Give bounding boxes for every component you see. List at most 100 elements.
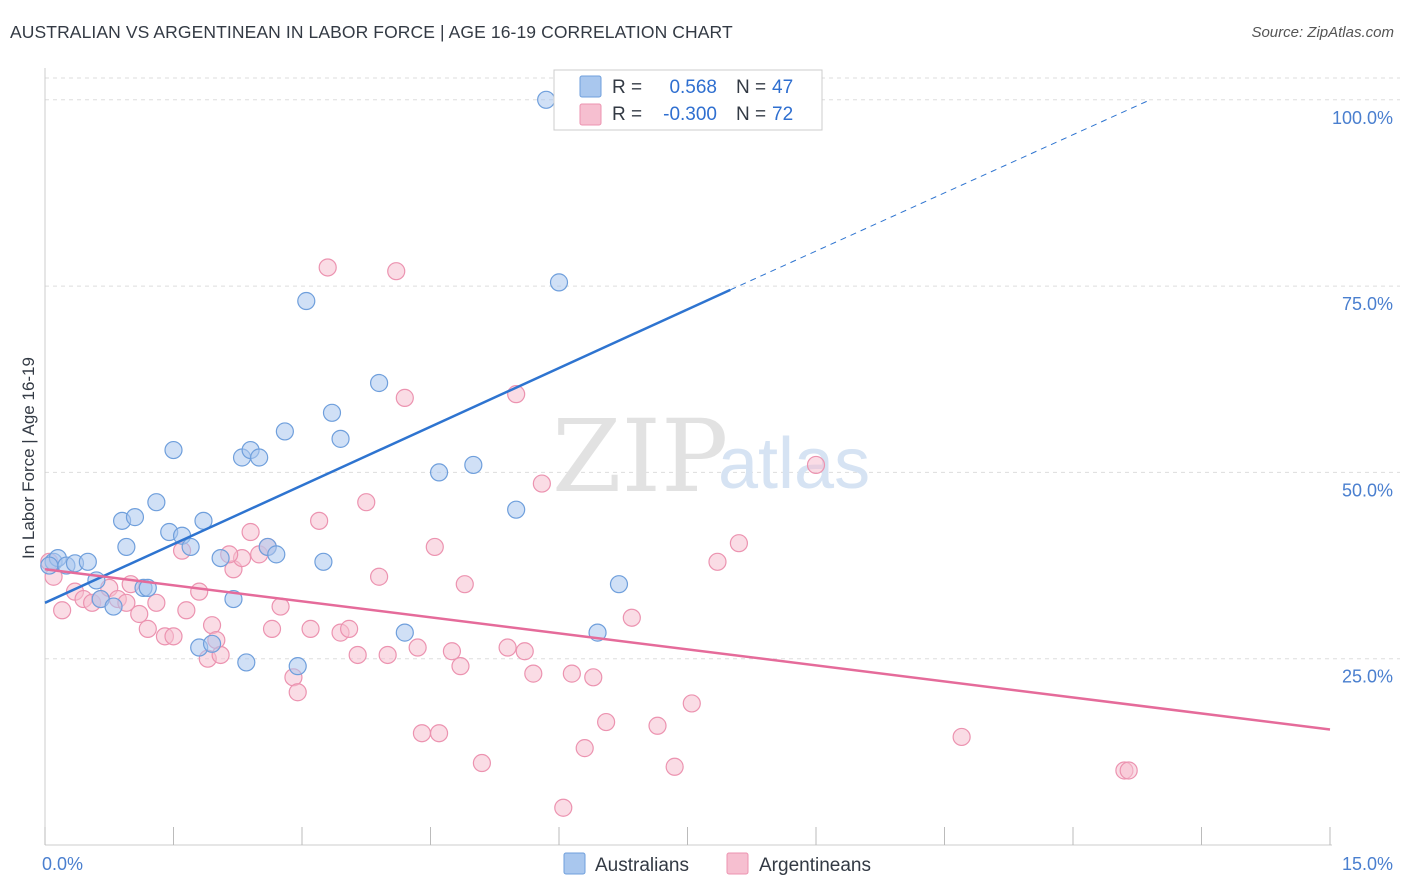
bottom-legend-swatch-argentineans <box>726 852 749 875</box>
argentineans-point-1 <box>53 601 72 620</box>
australians-points <box>40 90 697 676</box>
argentineans-point-40 <box>395 388 414 407</box>
australians-point-40 <box>549 273 569 292</box>
argentineans-point-13 <box>164 627 183 646</box>
argentineans-point-53 <box>532 474 551 493</box>
y-tick-label-1: 50.0% <box>1342 480 1393 500</box>
argentineans-point-61 <box>665 757 684 776</box>
y-axis-label: In Labor Force | Age 16-19 <box>19 357 38 559</box>
australians-point-26 <box>250 448 269 467</box>
australians-point-10 <box>125 508 145 527</box>
australians-point-31 <box>297 291 316 311</box>
australians-point-36 <box>395 623 414 642</box>
argentineans-point-48 <box>472 753 491 773</box>
argentineans-point-59 <box>622 608 641 627</box>
series-legend: Australians Argentineans <box>563 852 871 876</box>
legend-n-value-argentineans: 72 <box>772 104 793 125</box>
watermark: ZIP atlas <box>552 398 870 515</box>
argentineans-point-63 <box>708 552 727 571</box>
argentineans-point-56 <box>575 739 594 758</box>
argentineans-point-57 <box>584 668 603 687</box>
argentineans-point-58 <box>597 712 616 732</box>
australians-trend-line <box>44 288 731 604</box>
argentineans-point-23 <box>241 522 260 542</box>
x-tick-label-1: 15.0% <box>1342 854 1393 874</box>
chart-source: Source: ZipAtlas.com <box>1251 24 1394 41</box>
legend-n-value-australians: 47 <box>772 77 793 98</box>
argentineans-point-41 <box>408 638 427 657</box>
argentineans-trend-line <box>44 568 1331 731</box>
australians-point-33 <box>322 403 342 422</box>
australians-point-24 <box>237 653 256 672</box>
legend-n-label-australians: N = <box>736 77 766 98</box>
legend-r-value-australians: 0.568 <box>669 77 717 98</box>
argentineans-point-39 <box>387 262 406 281</box>
australians-point-43 <box>537 90 556 109</box>
argentineans-point-38 <box>378 645 397 665</box>
argentineans-point-16 <box>190 582 209 601</box>
australians-point-13 <box>147 493 166 512</box>
australians-point-20 <box>202 634 222 653</box>
argentineans-point-54 <box>554 798 573 817</box>
axes <box>44 68 1332 846</box>
australians-point-38 <box>464 455 483 475</box>
trend-lines <box>44 99 1331 731</box>
y-tick-labels: 25.0% 50.0% 75.0% 100.0% <box>1332 108 1393 687</box>
watermark-zip: ZIP <box>552 398 728 515</box>
argentineans-point-68 <box>1119 761 1138 780</box>
chart-title: AUSTRALIAN VS ARGENTINEAN IN LABOR FORCE… <box>10 22 733 42</box>
legend-r-value-argentineans: -0.300 <box>663 104 717 125</box>
argentineans-point-10 <box>138 619 157 638</box>
australians-point-17 <box>181 537 200 557</box>
argentineans-point-9 <box>130 604 149 624</box>
watermark-atlas: atlas <box>718 424 870 504</box>
grid-lines <box>45 77 1400 660</box>
legend-r-label-australians: R = <box>612 77 642 98</box>
argentineans-point-46 <box>451 657 470 676</box>
argentineans-point-55 <box>562 664 581 683</box>
argentineans-point-65 <box>806 455 826 475</box>
argentineans-point-62 <box>682 694 701 713</box>
australians-point-29 <box>275 422 294 441</box>
australians-point-4 <box>78 552 97 571</box>
argentineans-point-29 <box>288 683 307 702</box>
australians-point-42 <box>609 575 629 594</box>
argentineans-point-30 <box>301 619 320 638</box>
argentineans-point-32 <box>318 258 337 277</box>
legend-swatch-argentineans <box>579 103 602 126</box>
argentineans-point-64 <box>729 534 749 553</box>
australians-point-7 <box>104 597 123 616</box>
argentineans-point-47 <box>455 575 474 594</box>
australians-point-30 <box>288 657 307 676</box>
australians-point-34 <box>331 429 350 448</box>
x-tick-label-0: 0.0% <box>42 854 83 874</box>
australians-point-9 <box>117 537 136 557</box>
argentineans-points <box>40 258 1138 817</box>
bottom-legend-swatch-australians <box>563 852 586 875</box>
australians-point-15 <box>164 440 183 460</box>
y-tick-label-2: 75.0% <box>1342 294 1393 314</box>
argentineans-point-42 <box>412 724 432 743</box>
x-tick-labels: 0.0% 15.0% <box>42 854 1393 874</box>
y-tick-label-0: 25.0% <box>1342 667 1393 687</box>
argentineans-point-15 <box>177 601 196 620</box>
argentineans-point-43 <box>425 537 444 557</box>
bottom-legend-label-australians: Australians <box>595 855 689 876</box>
argentineans-point-37 <box>370 567 389 586</box>
argentineans-point-45 <box>442 642 462 661</box>
argentineans-point-49 <box>498 638 517 657</box>
legend-swatch-australians <box>579 75 602 98</box>
australians-point-32 <box>314 552 333 571</box>
argentineans-point-60 <box>648 716 667 735</box>
argentineans-point-52 <box>524 664 543 683</box>
australians-point-39 <box>507 500 526 519</box>
stats-legend: R = 0.568 N = 47 R = -0.300 N = 72 <box>553 69 823 131</box>
argentineans-point-34 <box>340 619 359 638</box>
argentineans-point-26 <box>262 619 282 638</box>
argentineans-point-18 <box>202 616 222 635</box>
australians-point-21 <box>211 549 230 568</box>
australians-point-35 <box>370 373 389 393</box>
legend-r-label-argentineans: R = <box>612 104 642 125</box>
australians-point-28 <box>267 545 286 564</box>
